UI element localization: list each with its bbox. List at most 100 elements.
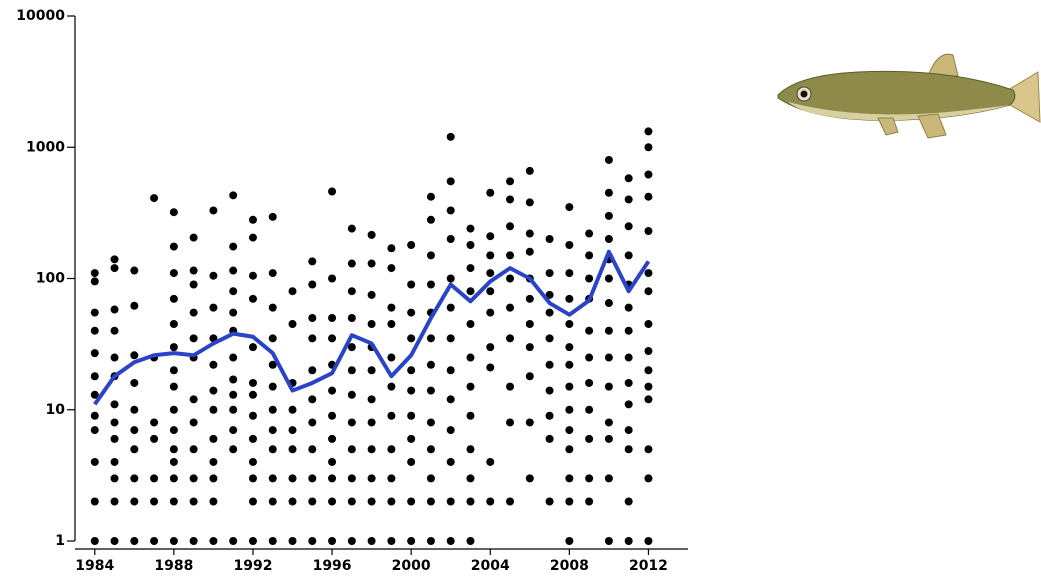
- point: [189, 334, 198, 343]
- point: [446, 303, 455, 312]
- point: [387, 320, 396, 329]
- point: [407, 386, 416, 395]
- point: [229, 375, 238, 384]
- point: [644, 537, 653, 545]
- point: [624, 537, 633, 545]
- point: [209, 360, 218, 369]
- point: [229, 191, 238, 200]
- point: [426, 386, 435, 395]
- point: [347, 418, 356, 427]
- point: [506, 382, 515, 391]
- point: [545, 234, 554, 243]
- point: [308, 445, 317, 454]
- point: [585, 497, 594, 506]
- point: [90, 308, 99, 317]
- point: [248, 215, 257, 224]
- point: [407, 434, 416, 443]
- point: [209, 386, 218, 395]
- point: [248, 233, 257, 242]
- point: [130, 497, 139, 506]
- point: [328, 334, 337, 343]
- point: [308, 257, 317, 266]
- point: [248, 378, 257, 387]
- point: [130, 351, 139, 360]
- point: [268, 212, 277, 221]
- point: [644, 192, 653, 201]
- point: [248, 294, 257, 303]
- point: [367, 537, 376, 545]
- point: [446, 395, 455, 404]
- point: [268, 360, 277, 369]
- point: [426, 537, 435, 545]
- point: [110, 326, 119, 335]
- point: [268, 537, 277, 545]
- point: [446, 234, 455, 243]
- point: [644, 382, 653, 391]
- point: [525, 294, 534, 303]
- point: [644, 445, 653, 454]
- point: [169, 474, 178, 483]
- point: [110, 537, 119, 545]
- point: [308, 418, 317, 427]
- point: [268, 426, 277, 435]
- point: [624, 497, 633, 506]
- point: [189, 497, 198, 506]
- point: [308, 366, 317, 375]
- point: [466, 320, 475, 329]
- point: [328, 497, 337, 506]
- point: [644, 227, 653, 236]
- point: [466, 411, 475, 420]
- point: [248, 390, 257, 399]
- point: [328, 411, 337, 420]
- point: [90, 349, 99, 358]
- point: [248, 343, 257, 352]
- point: [229, 390, 238, 399]
- point: [169, 537, 178, 545]
- point: [248, 411, 257, 420]
- point: [268, 382, 277, 391]
- point: [585, 353, 594, 362]
- point: [189, 233, 198, 242]
- point: [426, 251, 435, 260]
- point: [110, 400, 119, 409]
- point: [585, 274, 594, 283]
- point: [624, 326, 633, 335]
- point: [585, 405, 594, 414]
- point: [565, 294, 574, 303]
- point: [130, 474, 139, 483]
- point: [347, 287, 356, 296]
- point: [525, 229, 534, 238]
- point: [367, 395, 376, 404]
- point: [486, 308, 495, 317]
- point: [446, 457, 455, 466]
- point: [506, 303, 515, 312]
- point: [545, 290, 554, 299]
- point: [624, 353, 633, 362]
- point: [486, 457, 495, 466]
- point: [446, 497, 455, 506]
- point: [189, 280, 198, 289]
- point: [229, 537, 238, 545]
- x-tick-label: 1984: [75, 558, 114, 574]
- point: [624, 445, 633, 454]
- x-tick-label: 1996: [313, 558, 352, 574]
- point: [169, 269, 178, 278]
- point: [328, 474, 337, 483]
- point: [268, 334, 277, 343]
- point: [506, 251, 515, 260]
- point: [604, 234, 613, 243]
- point: [545, 269, 554, 278]
- point: [150, 194, 159, 203]
- point: [110, 264, 119, 273]
- point: [486, 251, 495, 260]
- point: [466, 445, 475, 454]
- point: [130, 405, 139, 414]
- point: [565, 426, 574, 435]
- x-tick-label: 2000: [392, 558, 431, 574]
- point: [90, 411, 99, 420]
- point: [209, 457, 218, 466]
- point: [585, 434, 594, 443]
- point: [169, 320, 178, 329]
- point: [426, 418, 435, 427]
- point: [288, 474, 297, 483]
